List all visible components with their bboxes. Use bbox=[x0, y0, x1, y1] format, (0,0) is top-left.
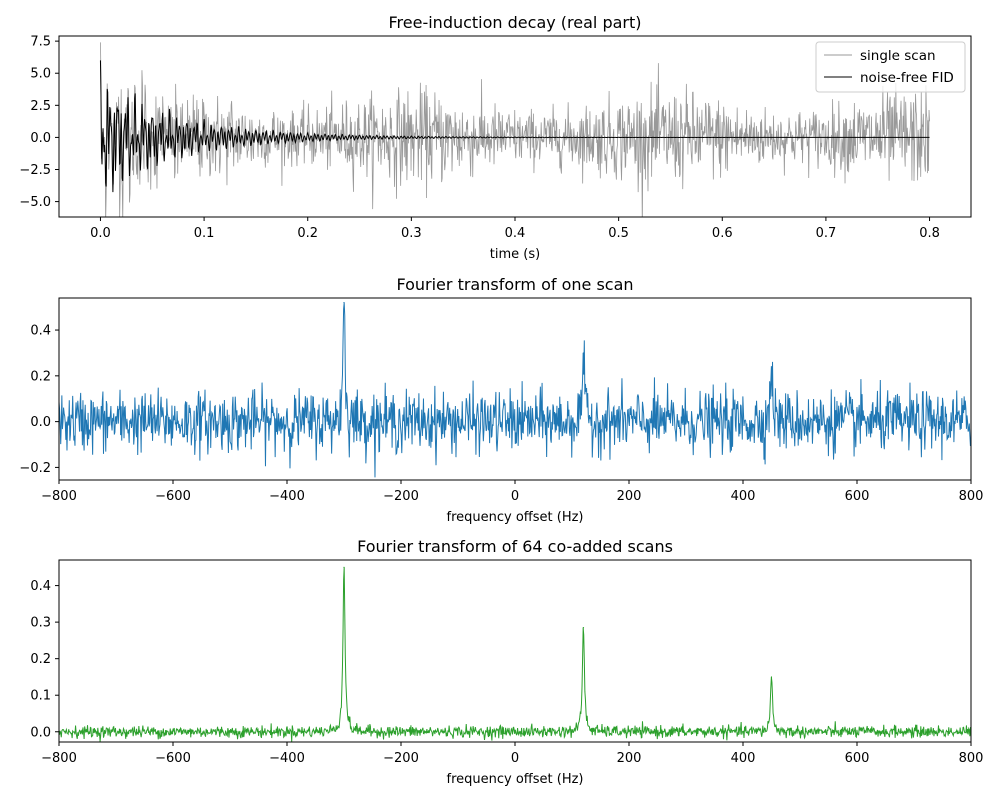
plot-frame bbox=[58, 559, 972, 743]
y-tick-label: 0.0 bbox=[30, 131, 51, 146]
x-tick-label: −400 bbox=[269, 489, 305, 504]
legend-label-single-scan: single scan bbox=[860, 48, 936, 64]
peak-marker-3 bbox=[770, 676, 773, 678]
series-coadded-spectrum-line bbox=[59, 567, 971, 742]
plot-frame bbox=[58, 297, 972, 481]
x-tick-label: 0.0 bbox=[90, 226, 111, 241]
y-tick-label: 2.5 bbox=[30, 99, 51, 114]
x-tick-label: 0.3 bbox=[401, 226, 422, 241]
x-tick-label: 200 bbox=[617, 751, 642, 766]
x-tick-label: 800 bbox=[959, 751, 984, 766]
x-tick-label: 0.4 bbox=[505, 226, 526, 241]
chart-panel-3: Fourier transform of 64 co-added scans fr… bbox=[30, 537, 983, 787]
x-tick-label: −200 bbox=[383, 751, 419, 766]
x-tick-label: 600 bbox=[845, 489, 870, 504]
y-tick-label: 0.2 bbox=[30, 369, 51, 384]
series-one-scan-spectrum-line bbox=[59, 302, 971, 478]
x-tick-label: 0 bbox=[511, 489, 519, 504]
y-tick-label: 0.1 bbox=[30, 689, 51, 704]
chart-title: Free-induction decay (real part) bbox=[389, 13, 642, 32]
x-tick-label: 400 bbox=[731, 751, 756, 766]
x-axis-label: frequency offset (Hz) bbox=[447, 772, 584, 787]
chart-title: Fourier transform of 64 co-added scans bbox=[357, 537, 673, 556]
x-tick-label: −800 bbox=[41, 489, 77, 504]
y-tick-label: −0.2 bbox=[19, 461, 51, 476]
peak-marker-3 bbox=[770, 366, 773, 368]
x-tick-label: −200 bbox=[383, 489, 419, 504]
series-single-scan-line bbox=[100, 42, 930, 217]
y-tick-label: 0.0 bbox=[30, 415, 51, 430]
x-tick-label: 200 bbox=[617, 489, 642, 504]
legend-label-noise-free-fid: noise-free FID bbox=[860, 70, 954, 86]
legend-box bbox=[815, 41, 966, 93]
x-tick-label: 800 bbox=[959, 489, 984, 504]
y-tick-label: 0.3 bbox=[30, 616, 51, 631]
chart-panel-2: Fourier transform of one scan frequency o… bbox=[19, 275, 983, 525]
x-tick-label: −600 bbox=[155, 751, 191, 766]
y-tick-label: 5.0 bbox=[30, 67, 51, 82]
peak-marker-2 bbox=[582, 627, 585, 629]
x-tick-label: −400 bbox=[269, 751, 305, 766]
x-tick-label: 600 bbox=[845, 751, 870, 766]
peak-marker-1 bbox=[343, 301, 345, 304]
peak-marker-2 bbox=[582, 352, 585, 354]
x-tick-label: 0.6 bbox=[712, 226, 733, 241]
series-noise-free-fid-line bbox=[99, 60, 930, 193]
x-tick-label: −600 bbox=[155, 489, 191, 504]
x-tick-label: 0.8 bbox=[919, 226, 940, 241]
chart-panel-1: Free-induction decay (real part) time (s)… bbox=[19, 13, 972, 262]
chart-title: Fourier transform of one scan bbox=[396, 275, 633, 294]
x-tick-label: 400 bbox=[731, 489, 756, 504]
peak-marker-1 bbox=[343, 566, 345, 568]
x-tick-label: 0.7 bbox=[816, 226, 837, 241]
x-tick-label: −800 bbox=[41, 751, 77, 766]
y-tick-label: 0.4 bbox=[30, 324, 51, 339]
x-tick-label: 0.1 bbox=[194, 226, 215, 241]
x-tick-label: 0.2 bbox=[297, 226, 318, 241]
y-tick-label: −5.0 bbox=[19, 195, 51, 210]
x-tick-label: 0 bbox=[511, 751, 519, 766]
legend: single scan noise-free FID bbox=[815, 41, 966, 93]
x-axis-label: frequency offset (Hz) bbox=[447, 510, 584, 525]
x-tick-label: 0.5 bbox=[608, 226, 629, 241]
y-tick-label: 0.0 bbox=[30, 725, 51, 740]
y-tick-label: 0.2 bbox=[30, 652, 51, 667]
x-axis-label: time (s) bbox=[490, 247, 540, 262]
y-tick-label: 0.4 bbox=[30, 579, 51, 594]
y-tick-label: −2.5 bbox=[19, 163, 51, 178]
y-tick-label: 7.5 bbox=[30, 35, 51, 50]
plot-frame bbox=[58, 35, 972, 218]
